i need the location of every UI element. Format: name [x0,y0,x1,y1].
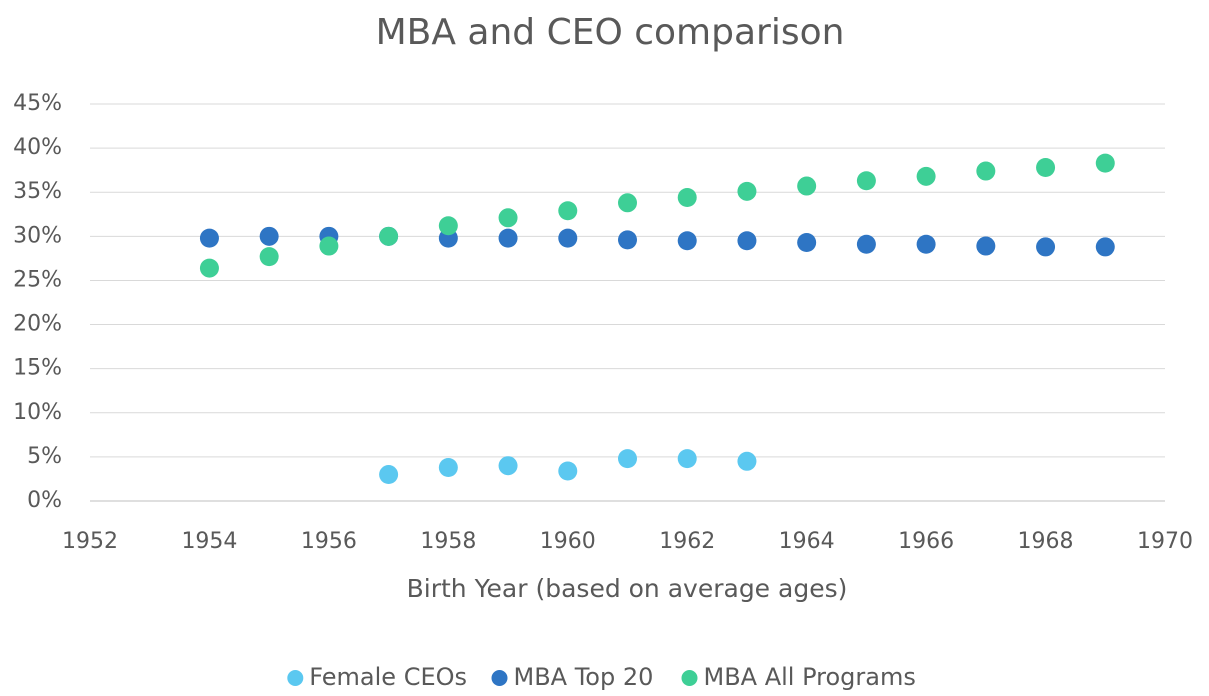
y-tick-label: 0% [27,488,62,513]
data-point [618,193,637,213]
data-point [259,247,279,267]
legend-marker [681,670,698,686]
data-point [677,188,697,208]
data-point [438,216,458,236]
data-point [1095,153,1115,173]
y-tick-label: 15% [13,356,62,381]
y-tick-label: 30% [13,223,62,248]
y-tick-label: 45% [13,91,62,116]
data-point [319,236,339,256]
x-tick-label: 1952 [62,529,118,554]
data-point [199,258,219,278]
data-point [199,228,219,248]
x-tick-label: 1956 [301,529,357,554]
data-point [737,181,757,201]
data-point [498,228,518,248]
data-point [976,236,996,256]
legend-marker [287,670,304,686]
y-tick-label: 10% [13,400,62,425]
data-point [916,166,936,186]
data-point [916,234,936,254]
legend-label: MBA Top 20 [514,663,654,691]
data-point [737,451,757,471]
data-point [797,176,817,196]
x-tick-label: 1966 [898,529,954,554]
y-tick-label: 20% [13,312,62,337]
data-point [1036,237,1056,257]
x-tick-label: 1968 [1018,529,1074,554]
data-point [379,226,399,246]
y-tick-label: 5% [27,444,62,469]
data-point [976,161,996,181]
x-tick-label: 1954 [181,529,237,554]
data-point [1036,158,1056,178]
y-tick-label: 25% [13,267,62,292]
legend-marker [491,670,508,686]
data-point [797,233,817,253]
legend-label: Female CEOs [309,663,467,691]
data-point [438,457,458,477]
data-point [379,465,399,485]
data-point [558,228,578,248]
y-tick-label: 35% [13,179,62,204]
x-tick-label: 1964 [779,529,835,554]
data-point [856,234,876,254]
chart-title: MBA and CEO comparison [376,12,845,53]
data-point [618,449,637,469]
data-point [677,231,697,251]
x-tick-label: 1962 [659,529,715,554]
data-point [618,230,637,250]
data-point [558,201,578,221]
x-tick-label: 1958 [420,529,476,554]
data-point [856,171,876,191]
legend-label: MBA All Programs [704,663,916,691]
y-tick-label: 40% [13,135,62,160]
x-tick-label: 1970 [1137,529,1193,554]
data-point [498,456,518,476]
data-point [498,208,518,228]
x-tick-label: 1960 [540,529,596,554]
data-point [259,226,279,246]
data-point [558,461,578,481]
data-point [677,449,697,469]
data-point [1095,237,1115,257]
data-point [737,231,757,251]
x-axis-title: Birth Year (based on average ages) [407,574,848,603]
